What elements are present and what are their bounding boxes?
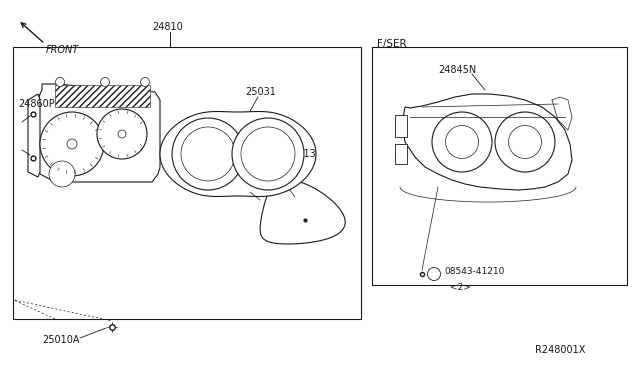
Circle shape [118, 130, 126, 138]
Text: 08543-41210: 08543-41210 [444, 267, 504, 276]
Circle shape [445, 125, 479, 158]
Text: 24845N: 24845N [438, 65, 476, 75]
Circle shape [100, 77, 109, 87]
Circle shape [241, 127, 295, 181]
Polygon shape [160, 112, 316, 196]
Polygon shape [38, 84, 160, 182]
Bar [13, 47, 361, 319]
Circle shape [49, 161, 75, 187]
Bar [372, 47, 627, 285]
Circle shape [56, 77, 65, 87]
Text: R248001X: R248001X [534, 345, 585, 355]
Text: 25031: 25031 [245, 87, 276, 97]
Bar [395, 144, 407, 164]
Bar [395, 115, 407, 137]
Circle shape [181, 127, 235, 181]
Circle shape [172, 118, 244, 190]
Polygon shape [402, 94, 572, 190]
Polygon shape [28, 94, 40, 177]
Text: FRONT: FRONT [46, 45, 79, 55]
Text: 24813: 24813 [285, 149, 316, 159]
Circle shape [67, 139, 77, 149]
Circle shape [97, 109, 147, 159]
Circle shape [40, 112, 104, 176]
Bar [55, 85, 150, 107]
Circle shape [141, 77, 150, 87]
Text: F/SER: F/SER [377, 39, 406, 49]
Text: <2>: <2> [450, 282, 471, 292]
Circle shape [509, 125, 541, 158]
Text: 24810: 24810 [152, 22, 183, 32]
Text: 25010A: 25010A [42, 335, 79, 345]
Circle shape [232, 118, 304, 190]
Polygon shape [260, 180, 345, 244]
Text: 24860P: 24860P [18, 99, 55, 109]
Circle shape [428, 267, 440, 280]
Circle shape [495, 112, 555, 172]
Text: S: S [432, 272, 436, 276]
Circle shape [432, 112, 492, 172]
